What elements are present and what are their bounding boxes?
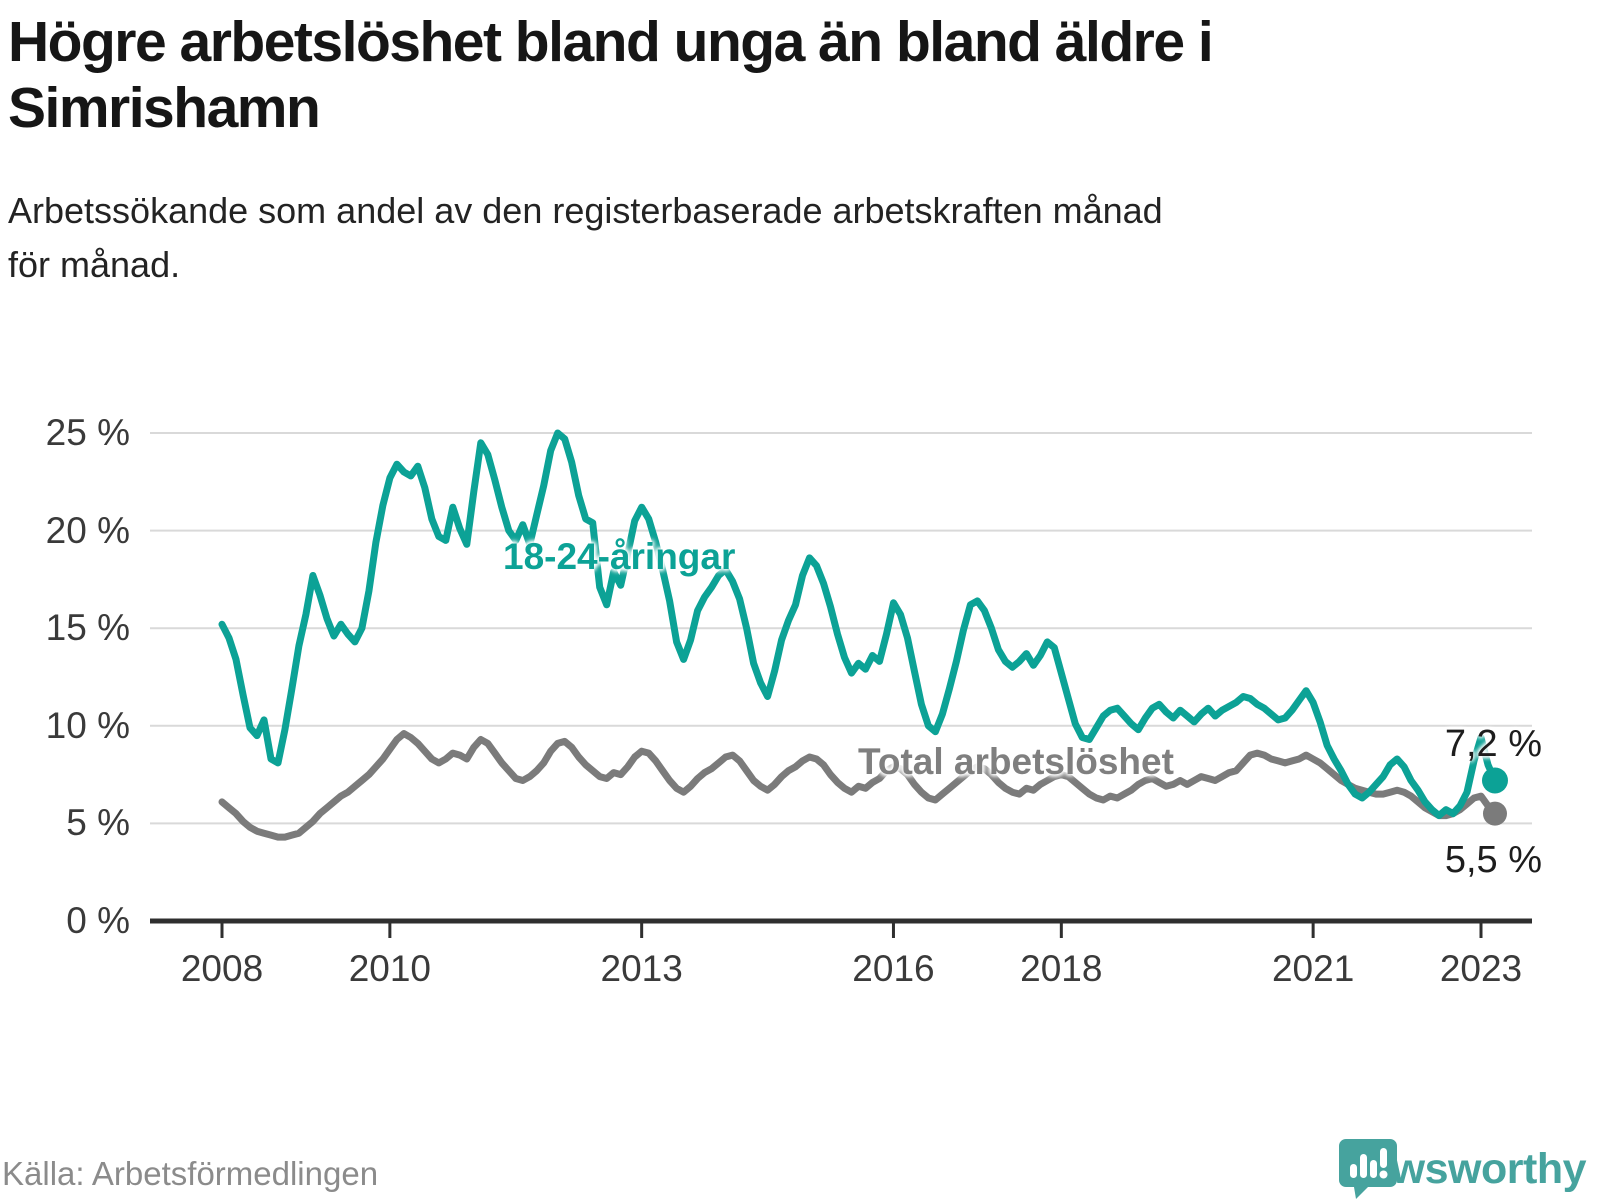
end-value-label-total: 5,5 % — [1444, 838, 1542, 881]
newsworthy-pin-barchart-icon — [1338, 1139, 1397, 1199]
x-tick-label: 2016 — [852, 948, 935, 989]
end-value-label-youth: 7,2 % — [1444, 723, 1542, 766]
end-dot-total — [1482, 801, 1507, 826]
x-tick-label: 2013 — [600, 948, 683, 989]
end-dot-youth — [1481, 767, 1508, 794]
title-line-2: Simrishamn — [8, 75, 321, 140]
source-note: Källa: Arbetsförmedlingen — [2, 1155, 379, 1192]
subtitle-line-1: Arbetssökande som andel av den registerb… — [8, 190, 1163, 231]
y-tick-label: 15 % — [45, 607, 130, 649]
title-line-1: Högre arbetslöshet bland unga än bland ä… — [8, 10, 1214, 74]
y-tick-label: 25 % — [45, 412, 130, 453]
subtitle-line-2: för månad. — [8, 244, 181, 285]
series-line-total — [218, 730, 1499, 841]
y-tick-label: 5 % — [66, 802, 130, 844]
series-lines — [218, 429, 1508, 841]
y-tick-label: 20 % — [45, 509, 130, 551]
series-label-total: Total arbetslöshet — [858, 741, 1174, 782]
y-tick-label: 0 % — [66, 900, 130, 941]
x-tick-label: 2023 — [1439, 948, 1523, 989]
page-title: Högre arbetslöshet bland unga än bland ä… — [8, 10, 1588, 141]
x-tick-label: 2021 — [1271, 948, 1355, 989]
chart-subtitle: Arbetssökande som andel av den registerb… — [8, 184, 1578, 292]
x-axis — [150, 918, 1532, 938]
newsworthy-logo: Newsworthy — [1338, 1138, 1587, 1200]
x-tick-label: 2008 — [180, 948, 264, 989]
series-line-youth — [218, 429, 1499, 820]
x-tick-label: 2010 — [348, 948, 432, 989]
series-label-youth: 18-24-åringar — [503, 536, 736, 577]
x-tick-label: 2018 — [1020, 948, 1103, 989]
y-tick-label: 10 % — [45, 704, 130, 746]
